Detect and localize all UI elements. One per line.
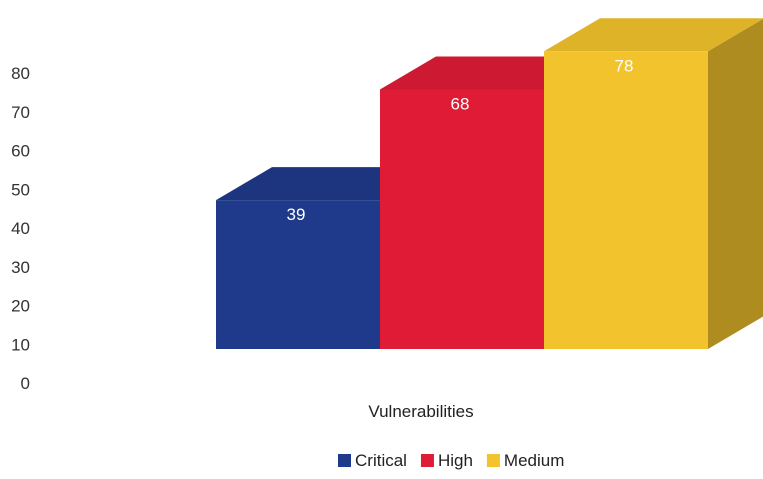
- legend-item-high: High: [420, 451, 473, 470]
- data-label-medium: 78: [615, 56, 634, 75]
- y-tick-label: 20: [11, 297, 30, 316]
- y-tick-label: 60: [11, 142, 30, 161]
- legend-label: High: [438, 451, 473, 470]
- legend-item-critical: Critical: [338, 451, 407, 470]
- data-label-high: 68: [451, 94, 470, 113]
- y-axis-ticks: 0 10 20 30 40 50 60 70 80: [11, 64, 30, 393]
- y-tick-label: 50: [11, 180, 30, 199]
- y-tick-label: 10: [11, 335, 30, 354]
- x-axis-title: Vulnerabilities: [368, 402, 473, 421]
- legend-label: Medium: [504, 451, 564, 470]
- y-tick-label: 70: [11, 103, 30, 122]
- legend-label: Critical: [355, 451, 407, 470]
- data-label-critical: 39: [287, 205, 306, 224]
- y-tick-label: 0: [21, 374, 30, 393]
- legend-swatch: [420, 454, 434, 467]
- y-tick-label: 30: [11, 258, 30, 277]
- legend: Critical High Medium: [338, 451, 564, 470]
- y-tick-label: 80: [11, 64, 30, 83]
- bar-medium: [544, 18, 763, 349]
- legend-swatch: [338, 454, 351, 467]
- data-labels: 39 68 78: [287, 56, 634, 224]
- legend-swatch: [486, 454, 500, 467]
- y-tick-label: 40: [11, 219, 30, 238]
- bars: [216, 18, 763, 349]
- legend-item-medium: Medium: [486, 451, 564, 470]
